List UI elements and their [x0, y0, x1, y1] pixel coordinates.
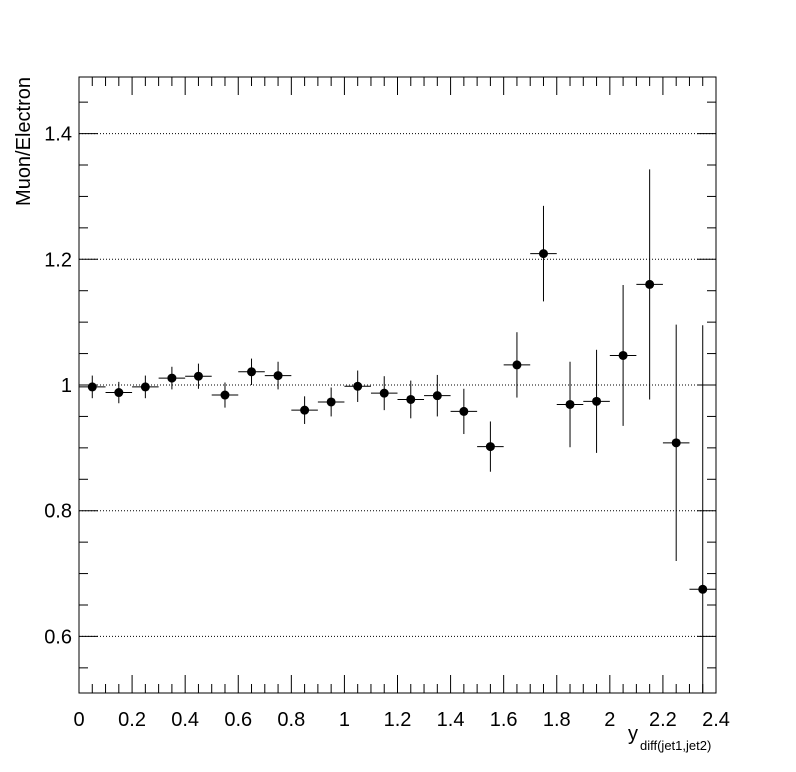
data-point — [79, 375, 106, 399]
x-tick-label: 1.4 — [437, 709, 465, 731]
data-point — [344, 370, 371, 402]
data-marker — [432, 391, 442, 401]
y-tick-label: 1.4 — [44, 124, 72, 146]
x-tick-label: 0.6 — [224, 709, 252, 731]
x-tick-label: 1.2 — [384, 709, 412, 731]
data-marker — [326, 397, 336, 407]
data-marker — [538, 249, 548, 259]
data-marker — [167, 373, 177, 383]
data-points — [79, 169, 716, 693]
data-point — [105, 381, 133, 404]
x-tick-label: 1.8 — [543, 709, 571, 731]
x-tick-label: 2.2 — [649, 709, 677, 731]
x-axis-label: y — [628, 723, 638, 745]
data-point — [662, 324, 690, 561]
data-point — [583, 349, 610, 453]
data-marker — [459, 406, 469, 416]
data-marker — [114, 388, 124, 398]
data-marker — [671, 438, 681, 448]
x-tick-label: 0.2 — [118, 709, 146, 731]
x-axis-label-subscript: diff(jet1,jet2) — [640, 738, 711, 753]
data-point — [503, 332, 531, 398]
data-point — [530, 205, 557, 302]
data-point — [317, 387, 345, 417]
grid-lines — [79, 133, 716, 637]
data-point — [132, 375, 159, 399]
data-point — [211, 382, 239, 408]
x-tick-label: 1.6 — [490, 709, 518, 731]
data-marker — [512, 360, 522, 370]
data-marker — [698, 584, 708, 594]
data-point — [370, 376, 398, 411]
x-tick-label: 2.4 — [702, 709, 730, 731]
data-point — [556, 361, 584, 448]
data-point — [185, 363, 212, 389]
data-marker — [565, 399, 575, 409]
data-point — [689, 325, 716, 693]
data-marker — [220, 390, 230, 400]
data-marker — [87, 382, 97, 392]
y-axis-label: Muon/Electron — [13, 77, 35, 206]
data-marker — [353, 381, 363, 391]
data-point — [477, 421, 504, 472]
data-marker — [645, 279, 655, 289]
data-point — [238, 358, 265, 385]
data-marker — [140, 382, 150, 392]
data-point — [636, 169, 663, 400]
y-tick-label: 1 — [61, 375, 72, 397]
data-marker — [406, 394, 416, 404]
data-point — [158, 366, 186, 390]
x-tick-label: 2 — [604, 709, 615, 731]
data-marker — [618, 350, 628, 360]
x-tick-labels: 0 0.2 0.4 0.6 0.8 1 1.2 1.4 1.6 1.8 2 2.2 2.4 — [73, 709, 729, 731]
data-point — [264, 361, 292, 390]
data-marker — [485, 442, 495, 452]
data-point — [291, 396, 318, 424]
x-tick-label: 0 — [73, 709, 84, 731]
y-tick-label: 0.6 — [44, 626, 72, 648]
x-tick-label: 0.4 — [171, 709, 199, 731]
data-marker — [379, 388, 389, 398]
data-marker — [193, 371, 203, 381]
data-point — [450, 388, 478, 435]
data-point — [609, 285, 637, 426]
data-marker — [300, 405, 310, 415]
data-point — [424, 374, 451, 417]
data-marker — [247, 367, 257, 377]
data-point — [397, 380, 425, 419]
y-tick-label: 0.8 — [44, 501, 72, 523]
y-tick-label: 1.2 — [44, 249, 72, 271]
y-tick-labels: 0.6 0.8 1 1.2 1.4 — [44, 124, 72, 649]
x-tick-label: 1 — [339, 709, 350, 731]
data-marker — [592, 396, 602, 406]
data-marker — [273, 371, 283, 381]
x-tick-label: 0.8 — [277, 709, 305, 731]
